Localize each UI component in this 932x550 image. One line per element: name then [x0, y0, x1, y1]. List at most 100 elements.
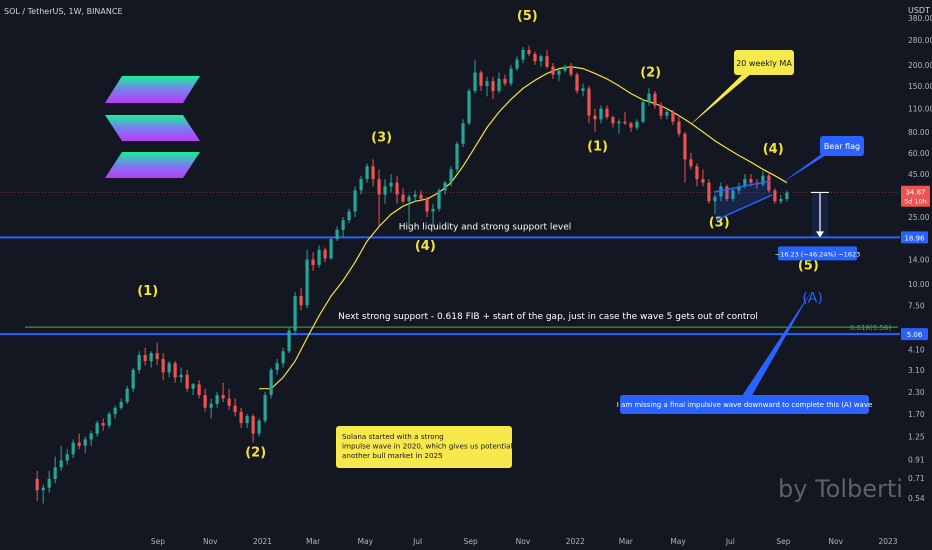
candle-body [389, 182, 393, 187]
candle-body [209, 403, 213, 408]
measure-label: −16.23 (−46.24%) −1623 [775, 250, 860, 258]
candle-body [95, 423, 99, 434]
candle-body [497, 78, 501, 91]
candle-body [263, 395, 267, 421]
story-note-line: another bull market in 2025 [342, 451, 443, 460]
candle-body [485, 81, 489, 86]
candle-body [203, 395, 207, 408]
candle-body [155, 353, 159, 359]
y-tick-label: 1.25 [908, 432, 925, 441]
candle-body [107, 413, 111, 426]
bear-flag-upper [713, 180, 771, 193]
bear-flag-lower [715, 194, 773, 221]
candle-body [299, 296, 303, 306]
candle-body [101, 423, 105, 426]
candle-body [89, 433, 93, 440]
candle-body [293, 296, 297, 331]
candle-body [431, 208, 435, 212]
candle-body [533, 53, 537, 62]
candle-body [257, 420, 261, 434]
price-tag-label: 34.87 [905, 189, 925, 197]
candle-body [773, 190, 777, 202]
wave-label: (2) [640, 66, 661, 81]
candle-body [137, 355, 141, 370]
candle-body [275, 363, 279, 370]
candle-body [635, 121, 639, 128]
x-tick-label: 2023 [878, 537, 897, 546]
candle-body [653, 93, 657, 106]
candle-body [233, 405, 237, 412]
candle-body [407, 196, 411, 202]
candle-body [575, 74, 579, 91]
story-note-line: Solana started with a strong [342, 432, 444, 441]
story-note-line: impulse wave in 2020, which gives us pot… [342, 442, 525, 451]
candle-body [551, 66, 555, 75]
x-tick-label: Jul [725, 537, 735, 546]
y-tick-label: 3.10 [908, 366, 925, 375]
candle-body [125, 388, 129, 403]
candle-body [767, 175, 771, 191]
candle-body [521, 49, 525, 60]
candle-body [365, 166, 369, 180]
candle-body [473, 72, 477, 91]
candle-body [563, 66, 567, 71]
wave-label: (1) [587, 140, 608, 155]
candle-body [581, 88, 585, 91]
bear-flag-fill [714, 181, 772, 220]
candle-body [443, 182, 447, 191]
price-tag-countdown: 5d 10h [904, 198, 927, 206]
candle-body [587, 88, 591, 116]
x-tick-label: Nov [516, 537, 531, 546]
missing-note-pointer [740, 290, 812, 399]
ma-note-text: 20 weekly MA [736, 59, 792, 68]
candle-body [359, 179, 363, 191]
candle-body [305, 259, 309, 306]
candle-body [605, 108, 609, 118]
x-tick-label: 2022 [566, 537, 585, 546]
candle-body [593, 115, 597, 120]
candle-body [671, 112, 675, 122]
candle-body [167, 363, 171, 373]
candle-body [641, 102, 645, 122]
levels-layer: 18.96 High liquidity and strong support l… [0, 185, 930, 341]
ma-note-pointer [689, 73, 752, 126]
candle-body [503, 78, 507, 84]
candle-body [383, 186, 387, 195]
x-tick-label: Mar [619, 537, 634, 546]
candle-body [83, 439, 87, 446]
candle-body [71, 442, 75, 455]
y-tick-label: 10.00 [908, 280, 930, 289]
candle-body [737, 186, 741, 191]
candle-body [491, 81, 495, 91]
candle-body [227, 398, 231, 406]
candle-body [281, 351, 285, 364]
candle-body [377, 179, 381, 195]
x-tick-label: Sep [776, 537, 790, 546]
candle-body [569, 66, 573, 75]
candle-body [65, 454, 69, 461]
candle-body [545, 56, 549, 67]
candle-body [599, 108, 603, 120]
candle-body [761, 175, 765, 185]
candle-body [77, 442, 81, 446]
candle-body [479, 72, 483, 86]
candle-body [611, 117, 615, 124]
candle-body [719, 186, 723, 197]
candle-body [395, 182, 399, 195]
y-tick-label: 0.91 [908, 456, 925, 465]
candle-body [713, 196, 717, 202]
candle-body [659, 105, 663, 116]
candle-body [113, 407, 117, 414]
candle-body [437, 190, 441, 209]
y-tick-label: 45.00 [908, 170, 930, 179]
candle-body [725, 186, 729, 200]
price-axis: 380.00 280.00 200.00 150.00 110.00 80.00 60.00… [908, 14, 932, 503]
candle-body [215, 395, 219, 404]
candle-body [779, 199, 783, 202]
candle-body [749, 179, 753, 183]
candles-layer [35, 45, 789, 504]
candle-body [131, 369, 135, 389]
support-text: High liquidity and strong support level [399, 222, 572, 232]
candle-body [647, 93, 651, 103]
candle-body [467, 90, 471, 124]
